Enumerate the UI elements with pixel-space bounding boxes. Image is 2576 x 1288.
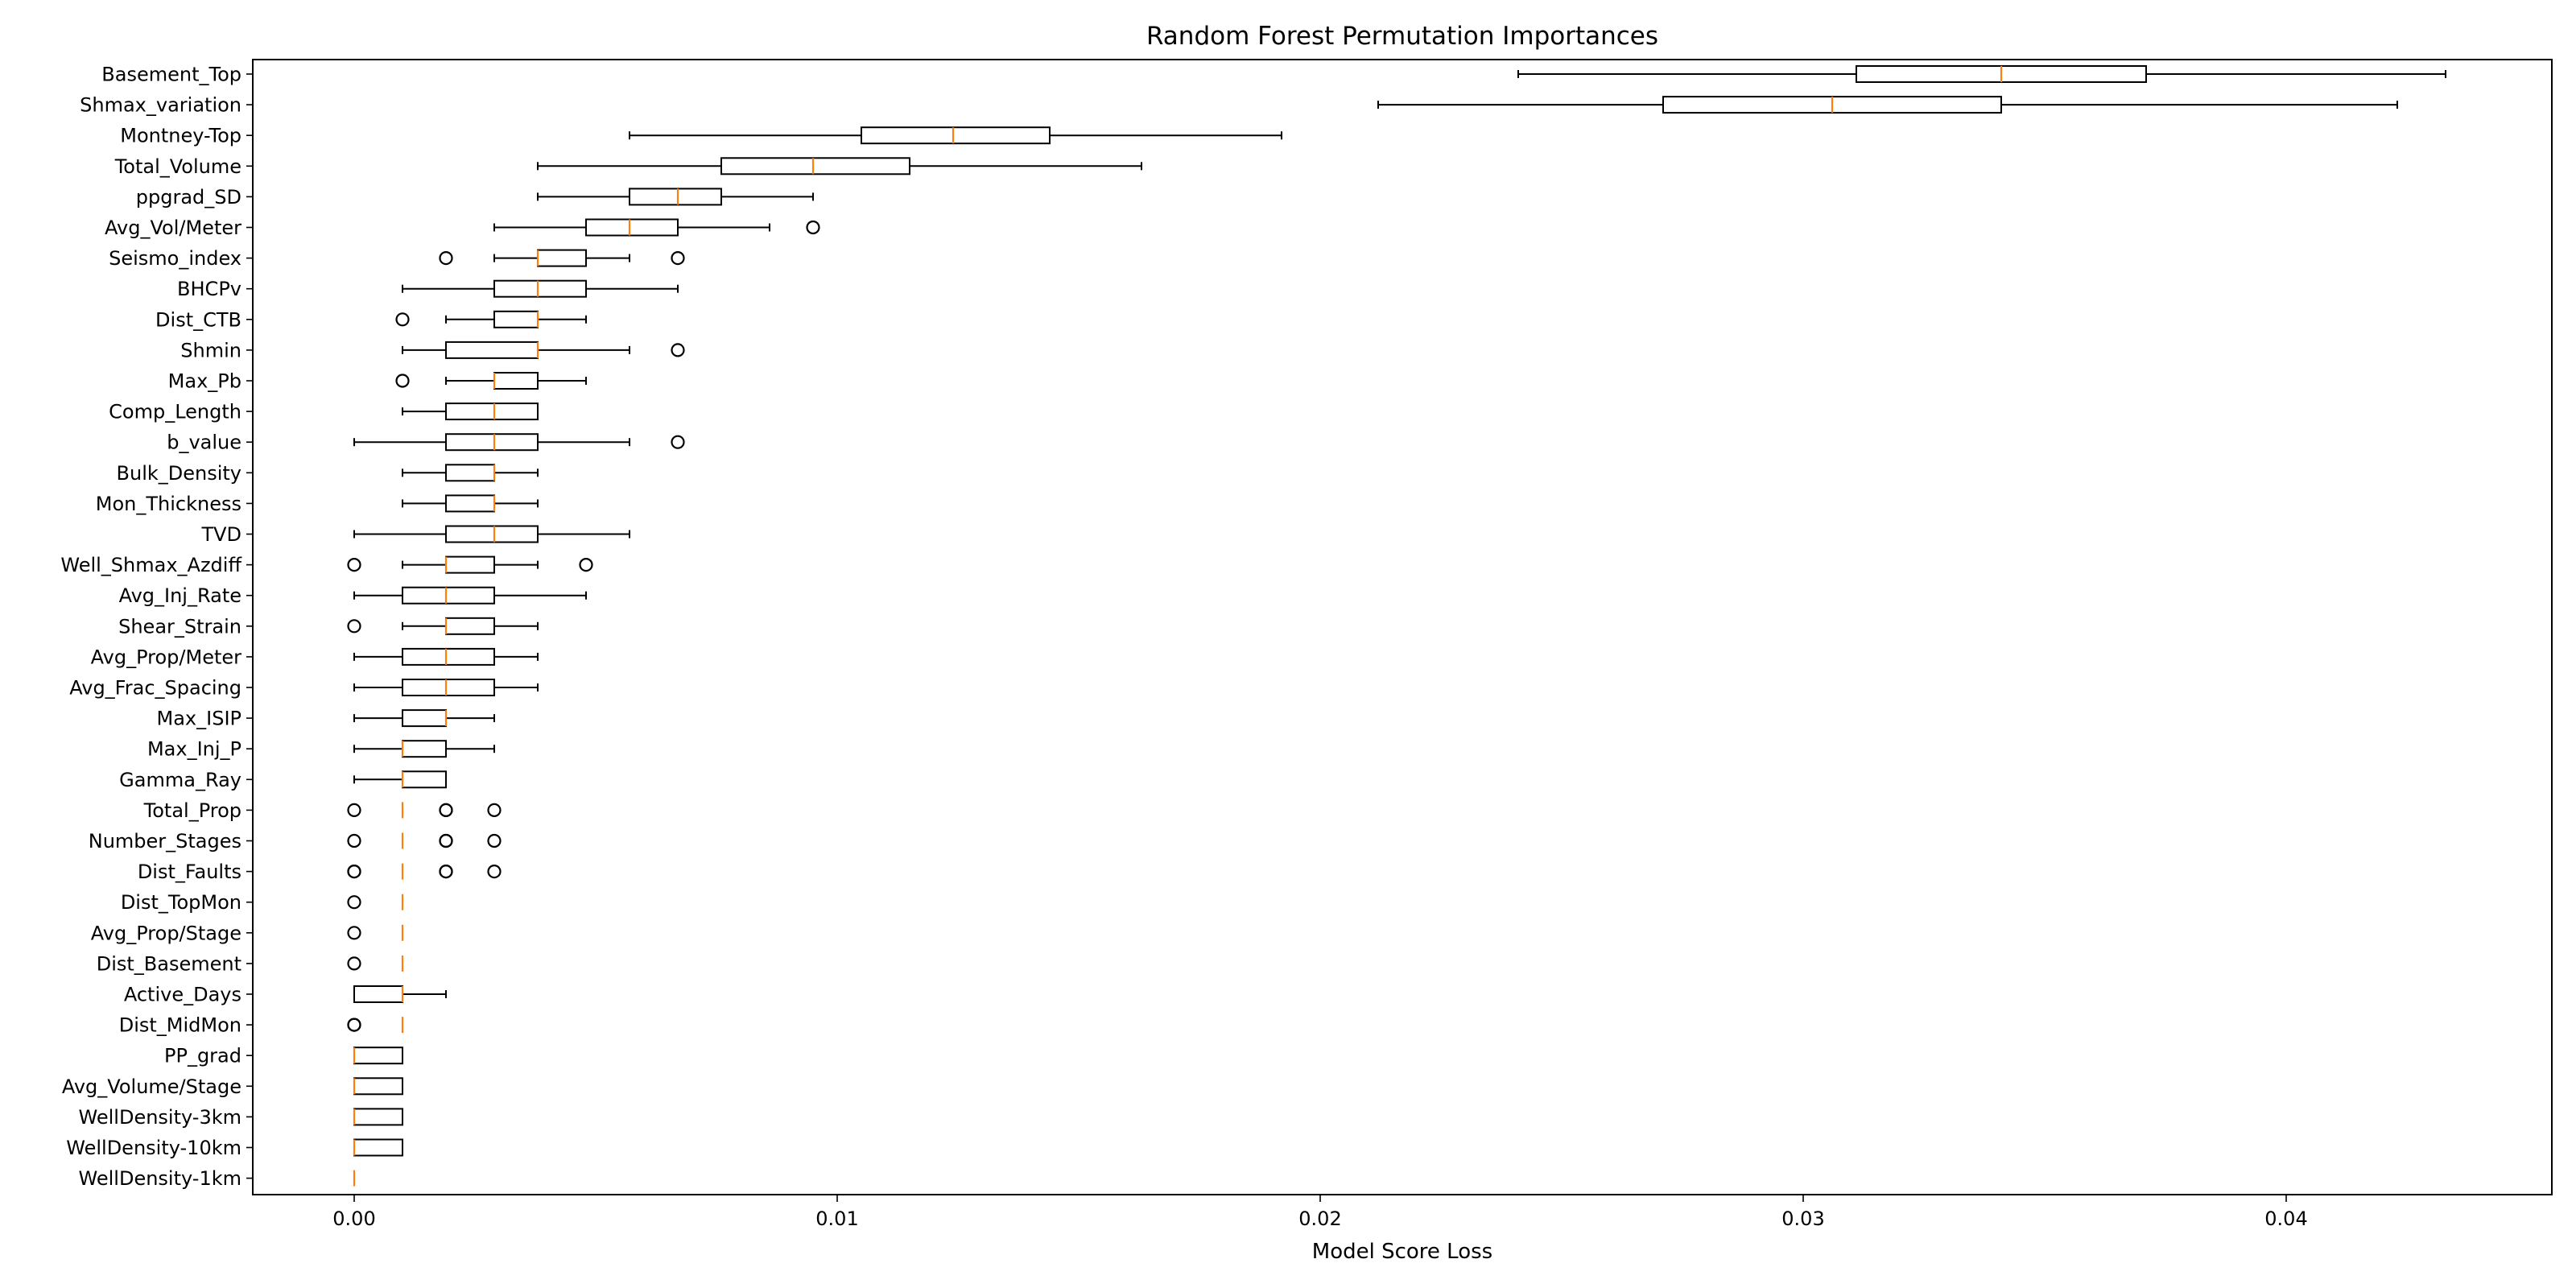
iqr-box: [402, 586, 495, 605]
y-tick-label: Max_ISIP: [157, 708, 242, 730]
iqr-box: [585, 218, 679, 237]
outlier-point: [347, 619, 361, 634]
y-tick-label: TVD: [200, 523, 242, 546]
iqr-box: [445, 402, 539, 421]
y-tick-label: BHCPv: [177, 278, 242, 300]
outlier-point: [671, 251, 685, 266]
y-tick-label: Max_Pb: [168, 370, 242, 393]
y-tick-label: Montney-Top: [120, 125, 242, 147]
y-tick-label: Well_Shmax_Azdiff: [60, 554, 242, 576]
iqr-box: [720, 157, 910, 175]
y-tick-label: Avg_Prop/Meter: [91, 646, 242, 668]
outlier-point: [671, 435, 685, 449]
outlier-point: [579, 557, 593, 572]
y-tick-label: Number_Stages: [89, 830, 242, 852]
outlier-point: [347, 803, 361, 818]
y-tick-label: Avg_Prop/Stage: [91, 922, 242, 944]
y-tick-label: Active_Days: [124, 984, 242, 1006]
iqr-box: [402, 647, 495, 666]
y-tick-label: Shmin: [180, 339, 242, 361]
y-tick-label: Dist_CTB: [155, 308, 242, 331]
x-tick-label: 0.03: [1781, 1208, 1824, 1230]
x-tick-label: 0.02: [1298, 1208, 1341, 1230]
plot-frame: [252, 59, 2553, 1195]
outlier-point: [439, 251, 453, 266]
outlier-point: [347, 864, 361, 879]
y-tick-label: WellDensity-1km: [79, 1167, 242, 1190]
y-tick-label: Mon_Thickness: [96, 493, 242, 515]
outlier-point: [347, 895, 361, 910]
iqr-box: [445, 433, 539, 452]
outlier-point: [395, 374, 410, 388]
outlier-point: [806, 220, 820, 235]
outlier-point: [347, 926, 361, 940]
y-tick-label: Avg_Volume/Stage: [62, 1075, 242, 1098]
outlier-point: [439, 833, 453, 848]
outlier-point: [487, 803, 502, 818]
y-tick-label: Dist_TopMon: [121, 891, 242, 914]
iqr-box: [402, 679, 495, 696]
chart-title: Random Forest Permutation Importances: [1146, 22, 1658, 51]
outlier-point: [439, 803, 453, 818]
x-tick-label: 0.01: [815, 1208, 858, 1230]
x-tick-label: 0.04: [2264, 1208, 2307, 1230]
y-tick-label: Total_Volume: [114, 155, 242, 178]
y-tick-label: Dist_Basement: [97, 952, 242, 975]
y-tick-label: Gamma_Ray: [119, 769, 242, 791]
y-tick-label: Shear_Strain: [118, 615, 242, 638]
outlier-point: [347, 956, 361, 971]
y-tick-label: Comp_Length: [109, 401, 242, 423]
outlier-point: [347, 833, 361, 848]
y-tick-label: Bulk_Density: [117, 462, 242, 485]
outlier-point: [347, 1018, 361, 1032]
iqr-box: [629, 188, 722, 206]
y-tick-label: WellDensity-10km: [66, 1137, 242, 1159]
y-tick-label: Shmax_variation: [80, 94, 242, 117]
outlier-point: [671, 343, 685, 357]
y-tick-label: WellDensity-3km: [79, 1106, 242, 1129]
iqr-box: [861, 126, 1051, 145]
outlier-point: [487, 864, 502, 879]
iqr-box: [493, 279, 587, 298]
y-tick-label: Basement_Top: [101, 64, 242, 86]
y-tick-label: Avg_Vol/Meter: [105, 217, 242, 239]
y-tick-label: Dist_MidMon: [119, 1014, 242, 1037]
outlier-point: [395, 312, 410, 327]
y-tick-label: PP_grad: [164, 1045, 242, 1067]
x-tick-label: 0.00: [332, 1208, 375, 1230]
x-axis-label: Model Score Loss: [1312, 1240, 1492, 1264]
outlier-point: [487, 833, 502, 848]
y-tick-label: Total_Prop: [143, 799, 242, 822]
plot-area: Basement_Top Shmax_variation Montney-Top To…: [60, 64, 2446, 1230]
y-tick-label: Avg_Frac_Spacing: [69, 677, 242, 700]
y-tick-label: ppgrad_SD: [136, 186, 242, 208]
y-tick-label: b_value: [167, 431, 242, 454]
y-tick-label: Seismo_index: [109, 247, 242, 270]
outlier-point: [347, 557, 361, 572]
y-tick-label: Avg_Inj_Rate: [119, 584, 242, 607]
outlier-point: [439, 864, 453, 879]
y-tick-label: Max_Inj_P: [147, 738, 242, 761]
iqr-box: [445, 525, 539, 543]
y-tick-label: Dist_Faults: [138, 861, 242, 883]
